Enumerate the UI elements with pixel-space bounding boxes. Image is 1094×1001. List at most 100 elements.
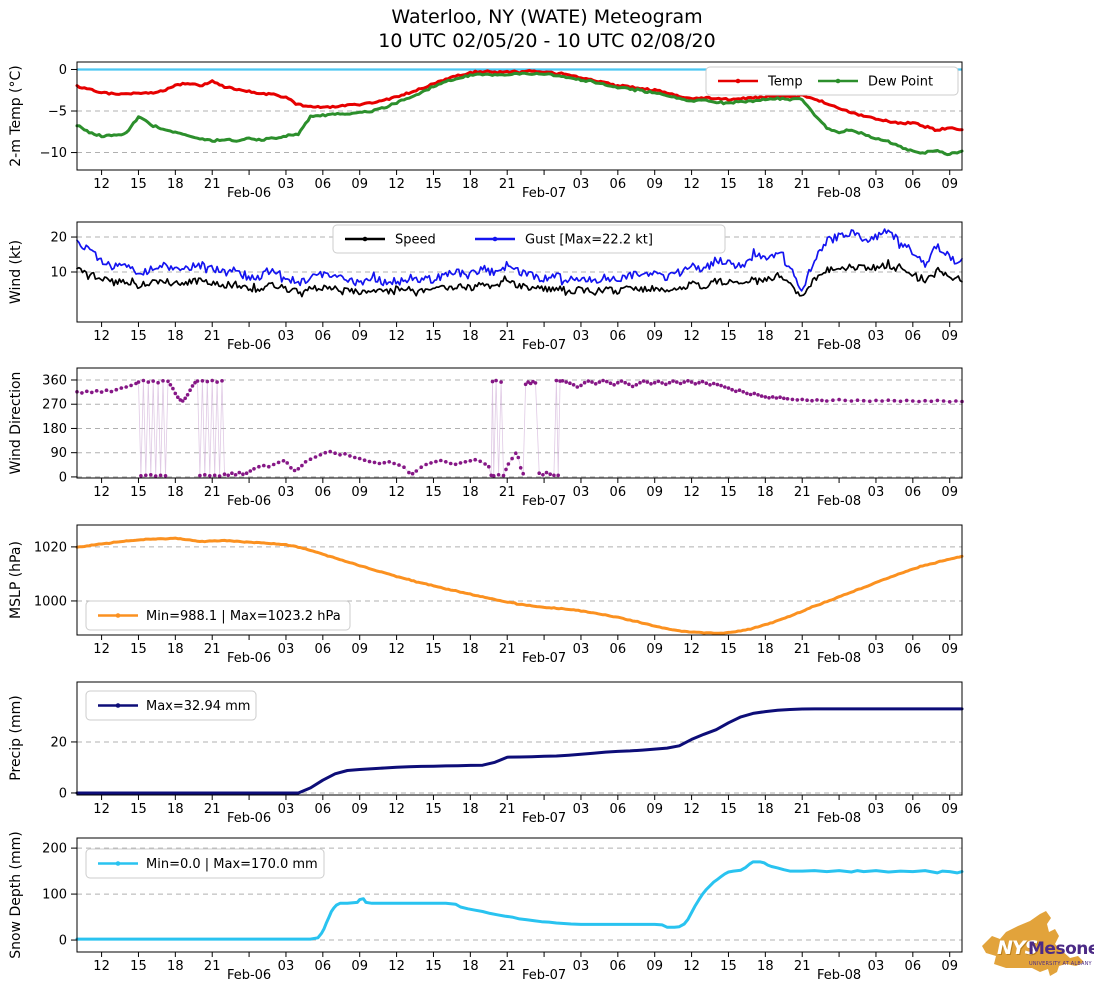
x-tick-day-label: Feb-06 <box>227 338 271 353</box>
wind-dir-dot <box>623 380 627 385</box>
x-tick-label: 09 <box>646 802 663 817</box>
wind-dir-dot <box>601 378 605 383</box>
wind-dir-dot <box>886 398 891 403</box>
x-tick-label: 18 <box>757 485 774 500</box>
wind-dir-dot <box>898 399 903 404</box>
min-0-0-max-170-0-mm-line <box>75 860 964 941</box>
wind-dir-dot <box>616 380 620 385</box>
wind-dir-dot <box>90 390 94 395</box>
x-tick-day-label: Feb-07 <box>522 811 566 826</box>
wind-dir-dot <box>579 383 583 388</box>
x-tick-label: 12 <box>93 959 110 974</box>
wind-dir-dot <box>212 473 217 478</box>
wind-dir-dot <box>313 455 318 459</box>
wind-dir-dot <box>911 399 915 403</box>
wind-dir-dot <box>410 471 415 476</box>
wind-dir-dot <box>608 381 613 386</box>
panel-temp: 0 −5 −10 12 15 18 21 Feb-06 03 06 09 12 15 18 21 Feb-07… <box>40 61 964 201</box>
wind-dir-dot <box>222 472 227 477</box>
wind-dir-dot <box>645 380 650 384</box>
wind-dir-dot <box>490 379 495 384</box>
wind-dir-dot <box>308 457 313 462</box>
wind-dir-dot <box>205 379 210 384</box>
legend-marker <box>835 78 841 84</box>
wind-dir-dot <box>257 464 261 469</box>
x-tick-label: 15 <box>130 329 147 344</box>
wind-dir-dot <box>715 382 720 387</box>
x-tick-day-label: Feb-07 <box>522 968 566 983</box>
x-tick-label: 03 <box>278 802 295 817</box>
y-tick-label: 0 <box>59 470 67 485</box>
x-tick-label: 09 <box>941 485 958 500</box>
wind-dir-dot <box>161 379 165 383</box>
x-tick-day-label: Feb-07 <box>522 186 566 201</box>
wind-dir-dot <box>119 386 124 390</box>
legend-precip: Max=32.94 mm <box>85 690 257 721</box>
wind-dir-dot <box>478 459 483 464</box>
x-tick-label: 03 <box>278 959 295 974</box>
legend-marker <box>362 236 368 242</box>
wind-dir-dot <box>726 386 731 390</box>
wind-dir-dot <box>929 399 934 404</box>
x-tick-label: 06 <box>905 485 922 500</box>
wind-direction-connector-line <box>76 380 963 477</box>
wind-dir-dot <box>271 462 276 467</box>
x-tick-label: 21 <box>794 329 811 344</box>
wind-dir-dot <box>711 381 716 386</box>
wind-dir-dot <box>444 460 448 464</box>
x-tick-label: 12 <box>683 959 700 974</box>
wind-dir-dot <box>168 383 173 387</box>
y-tick-label: 100 <box>42 888 67 903</box>
wind-dir-dot <box>575 385 580 389</box>
wind-dir-dot <box>664 382 668 387</box>
wind-dir-dot <box>198 473 202 478</box>
wind-dir-dot <box>429 461 433 465</box>
wind-dir-dot <box>506 462 511 466</box>
x-tick-label: 18 <box>757 329 774 344</box>
x-tick-label: 15 <box>425 177 442 192</box>
wind-dir-dot <box>144 473 148 478</box>
x-tick-label: 06 <box>610 329 627 344</box>
x-tick-label: 18 <box>167 177 184 192</box>
wind-dir-dot <box>790 397 795 402</box>
x-tick-label: 06 <box>610 177 627 192</box>
wind-dir-dot <box>357 456 362 461</box>
x-tick-day-label: Feb-07 <box>522 651 566 666</box>
wind-dir-dot <box>292 468 297 473</box>
panel-wind_direction: 360 270 180 90 0 12 15 18 21 Feb-06 03 06 09 12 15 18 21… <box>42 367 964 509</box>
x-tick-label: 06 <box>315 959 332 974</box>
wind-dir-dot <box>556 473 560 478</box>
legend-label: Max=32.94 mm <box>146 699 250 714</box>
x-tick-day-label: Feb-06 <box>227 186 271 201</box>
wind-dir-dot <box>149 473 153 477</box>
wind-dir-dot <box>917 399 921 404</box>
x-tick-label: 12 <box>388 177 405 192</box>
x-tick-label: 12 <box>93 485 110 500</box>
wind-dir-dot <box>281 459 286 463</box>
wind-dir-dot <box>402 465 406 470</box>
x-tick-label: 18 <box>167 329 184 344</box>
wind-dir-dot <box>874 398 878 403</box>
x-tick-label: 03 <box>868 329 885 344</box>
x-tick-label: 09 <box>351 959 368 974</box>
wind-dir-dot <box>348 454 352 458</box>
y-tick-label: −10 <box>40 146 67 161</box>
x-tick-label: 12 <box>93 177 110 192</box>
panel-wind: 20 10 12 15 18 21 Feb-06 03 06 09 12 15 18 21 Feb-07 03… <box>50 221 963 353</box>
x-tick-day-label: Feb-08 <box>817 494 861 509</box>
plot-frame <box>76 837 963 953</box>
wind-dir-dot <box>518 466 523 470</box>
x-tick-label: 09 <box>941 642 958 657</box>
wind-dir-dot <box>748 392 753 397</box>
min-988-1-max-1023-2-hpa-line <box>75 536 964 635</box>
wind-dir-dot <box>745 391 749 396</box>
x-tick-label: 03 <box>573 329 590 344</box>
x-tick-label: 09 <box>941 177 958 192</box>
wind-dir-dot <box>141 378 146 383</box>
speed-line <box>76 259 963 298</box>
x-tick-label: 06 <box>315 177 332 192</box>
wind-dir-dot <box>166 379 170 384</box>
chart-title-line2: 10 UTC 02/05/20 - 10 UTC 02/08/20 <box>378 30 716 52</box>
wind-dir-dot <box>825 399 829 403</box>
